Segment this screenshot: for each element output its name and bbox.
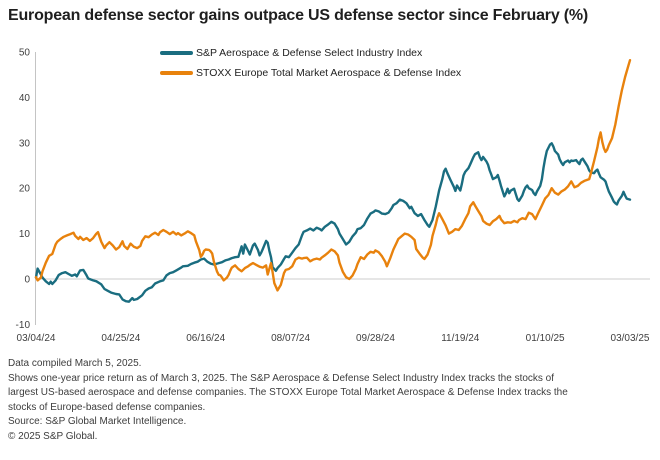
- x-tick-label: 08/07/24: [271, 333, 310, 344]
- stoxx-line-swatch: [160, 71, 193, 75]
- data-compiled-note: Data compiled March 5, 2025.: [8, 358, 142, 369]
- legend-item-stoxx: STOXX Europe Total Market Aerospace & De…: [160, 67, 461, 79]
- y-tick-label: 50: [19, 48, 31, 59]
- y-tick-label: 0: [24, 275, 30, 286]
- series-lines: [34, 59, 632, 303]
- legend-label-stoxx: STOXX Europe Total Market Aerospace & De…: [196, 67, 462, 79]
- y-tick-label: 10: [19, 229, 31, 240]
- methodology-note-line1: Shows one-year price return as of March …: [8, 372, 555, 384]
- x-tick-label: 01/10/25: [526, 333, 565, 344]
- y-tick-label: 20: [19, 184, 31, 195]
- y-tick-label: 40: [19, 93, 31, 104]
- x-tick-label: 03/03/25: [611, 333, 650, 344]
- series-line-sp: [34, 142, 632, 303]
- chart-title: European defense sector gains outpace US…: [8, 7, 589, 24]
- y-tick-label: 30: [19, 138, 31, 149]
- source-note: Source: S&P Global Market Intelligence.: [8, 416, 187, 427]
- footnotes: Data compiled March 5, 2025. Shows one-y…: [8, 357, 656, 444]
- y-axis: 50 40 30 20 10 0 -10: [16, 48, 650, 331]
- methodology-note-line3: stocks of Europe-based defense companies…: [8, 401, 206, 413]
- y-tick-label: -10: [16, 320, 31, 331]
- series-line-stoxx: [34, 59, 632, 292]
- sp-line-swatch: [160, 51, 193, 55]
- methodology-note-line2: largest US-based aerospace and defense c…: [8, 387, 568, 398]
- x-tick-label: 09/28/24: [356, 333, 395, 344]
- legend-label-sp: S&P Aerospace & Defense Select Industry …: [196, 47, 423, 59]
- legend-item-sp: S&P Aerospace & Defense Select Industry …: [160, 47, 422, 59]
- x-axis: 03/04/24 04/25/24 06/16/24 08/07/24 09/28/24…: [17, 333, 650, 344]
- x-tick-label: 06/16/24: [186, 333, 225, 344]
- x-tick-label: 11/19/24: [441, 333, 480, 344]
- x-tick-label: 03/04/24: [17, 333, 56, 344]
- copyright-note: © 2025 S&P Global.: [8, 430, 98, 442]
- x-tick-label: 04/25/24: [101, 333, 140, 344]
